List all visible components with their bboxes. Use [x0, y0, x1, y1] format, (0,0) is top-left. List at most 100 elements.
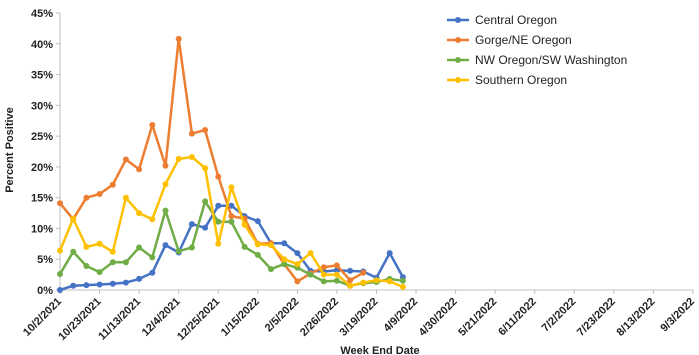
data-point: [175, 155, 182, 162]
y-tick-label: 45%: [31, 8, 53, 20]
legend-item: NW Oregon/SW Washington: [447, 53, 627, 67]
data-point: [228, 213, 235, 220]
data-point: [149, 122, 156, 128]
x-tick-label: 7/2/2022: [540, 296, 579, 335]
data-point: [228, 202, 235, 209]
data-point: [294, 278, 301, 285]
legend-swatch-marker: [455, 57, 461, 63]
data-point: [307, 271, 314, 278]
y-tick-label: 30%: [31, 100, 53, 112]
data-point: [228, 184, 235, 191]
data-point: [215, 240, 222, 247]
data-point: [83, 243, 90, 250]
x-tick-label: 3/19/2022: [338, 296, 381, 339]
data-point: [70, 248, 77, 255]
data-point: [360, 269, 367, 276]
legend-label: Gorge/NE Oregon: [475, 33, 572, 47]
y-tick-label: 35%: [31, 70, 53, 82]
data-point: [57, 287, 63, 293]
y-tick-label: 20%: [31, 162, 53, 174]
data-point: [109, 280, 116, 287]
legend-item: Gorge/NE Oregon: [447, 33, 572, 47]
data-point: [136, 275, 143, 282]
x-tick-label: 5/21/2022: [456, 296, 499, 339]
x-tick-label: 2/5/2022: [263, 296, 302, 335]
chart-series: [57, 35, 406, 293]
y-tick-label: 5%: [37, 254, 53, 266]
data-point: [333, 271, 340, 278]
data-point: [307, 250, 314, 257]
data-point: [281, 256, 288, 263]
data-point: [241, 243, 248, 250]
legend-label: Southern Oregon: [475, 73, 567, 87]
data-point: [320, 271, 327, 278]
data-point: [57, 200, 63, 207]
data-point: [202, 165, 209, 172]
legend-item: Central Oregon: [447, 13, 557, 27]
data-point: [175, 35, 182, 42]
data-point: [254, 218, 261, 225]
data-point: [83, 263, 90, 269]
data-point: [109, 259, 116, 266]
data-point: [96, 269, 103, 276]
data-point: [175, 248, 182, 255]
data-point: [57, 271, 63, 277]
data-point: [281, 261, 288, 268]
legend-label: Central Oregon: [475, 13, 557, 27]
data-point: [83, 194, 90, 201]
data-point: [254, 241, 261, 248]
y-tick-label: 10%: [31, 223, 53, 235]
data-point: [215, 218, 222, 225]
data-point: [109, 181, 116, 188]
x-tick-label: 4/9/2022: [381, 296, 420, 335]
data-point: [96, 191, 103, 197]
data-point: [360, 279, 367, 286]
data-point: [57, 247, 63, 254]
data-point: [268, 242, 274, 249]
data-point: [136, 210, 143, 217]
data-point: [347, 267, 354, 274]
x-axis-title: Week End Date: [340, 345, 419, 355]
data-point: [399, 283, 406, 290]
data-point: [122, 194, 129, 201]
data-point: [399, 277, 406, 284]
y-tick-label: 15%: [31, 193, 53, 205]
data-point: [188, 244, 195, 251]
data-point: [333, 262, 340, 269]
data-point: [386, 278, 393, 285]
legend-label: NW Oregon/SW Washington: [475, 53, 627, 67]
data-point: [149, 269, 156, 276]
chart-legend: Central Oregon Gorge/NE Oregon NW Oregon/S…: [447, 13, 627, 87]
data-point: [162, 242, 169, 249]
legend-swatch-marker: [455, 17, 461, 23]
y-tick-label: 25%: [31, 131, 53, 143]
series-1: [57, 35, 367, 285]
data-point: [149, 216, 156, 223]
data-point: [162, 162, 169, 169]
x-tick-label: 6/11/2022: [496, 296, 539, 339]
data-point: [122, 259, 129, 266]
y-axis-title: Percent Positive: [4, 107, 16, 193]
data-point: [96, 240, 103, 247]
data-point: [268, 266, 274, 273]
series-3: [57, 154, 406, 290]
data-point: [254, 251, 261, 258]
data-point: [136, 244, 143, 251]
x-tick-label: 12/25/2021: [175, 296, 222, 343]
data-point: [149, 254, 156, 261]
y-tick-label: 40%: [31, 39, 53, 51]
data-point: [162, 181, 169, 188]
data-point: [122, 156, 129, 163]
data-point: [320, 278, 327, 285]
y-tick-label: 0%: [37, 285, 53, 297]
data-point: [281, 240, 288, 247]
data-point: [294, 261, 301, 268]
x-tick-label: 11/13/2021: [96, 296, 143, 343]
data-point: [241, 221, 248, 228]
legend-swatch-marker: [455, 77, 461, 83]
series-line: [59, 37, 364, 283]
data-point: [215, 202, 222, 209]
data-point: [373, 277, 380, 284]
data-point: [188, 154, 195, 160]
data-point: [96, 281, 103, 288]
